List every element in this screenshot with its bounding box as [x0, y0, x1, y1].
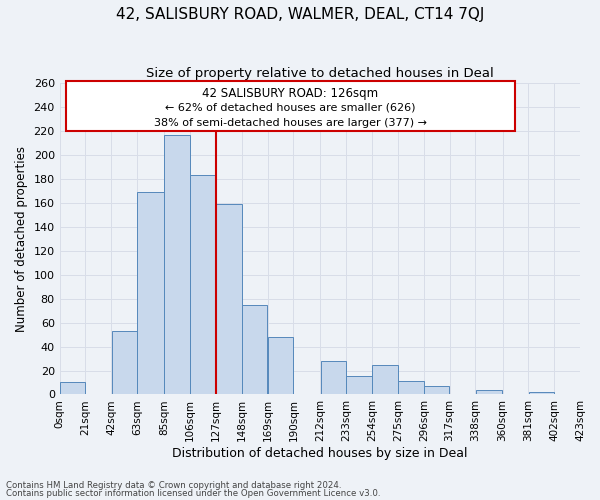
Text: 42, SALISBURY ROAD, WALMER, DEAL, CT14 7QJ: 42, SALISBURY ROAD, WALMER, DEAL, CT14 7…	[116, 8, 484, 22]
Bar	[60, 382, 85, 394]
Y-axis label: Number of detached properties: Number of detached properties	[15, 146, 28, 332]
Bar	[164, 134, 190, 394]
Bar	[242, 304, 268, 394]
Title: Size of property relative to detached houses in Deal: Size of property relative to detached ho…	[146, 68, 494, 80]
Bar	[112, 331, 137, 394]
Bar	[66, 80, 515, 131]
Text: ← 62% of detached houses are smaller (626): ← 62% of detached houses are smaller (62…	[165, 102, 416, 112]
X-axis label: Distribution of detached houses by size in Deal: Distribution of detached houses by size …	[172, 447, 467, 460]
Bar	[529, 392, 554, 394]
Bar	[268, 337, 293, 394]
Bar	[424, 386, 449, 394]
Bar	[346, 376, 372, 394]
Text: 42 SALISBURY ROAD: 126sqm: 42 SALISBURY ROAD: 126sqm	[202, 86, 379, 100]
Bar	[320, 361, 346, 394]
Bar	[372, 364, 398, 394]
Bar	[476, 390, 502, 394]
Bar	[137, 192, 164, 394]
Text: Contains public sector information licensed under the Open Government Licence v3: Contains public sector information licen…	[6, 488, 380, 498]
Text: Contains HM Land Registry data © Crown copyright and database right 2024.: Contains HM Land Registry data © Crown c…	[6, 481, 341, 490]
Bar	[190, 176, 216, 394]
Bar	[398, 382, 424, 394]
Text: 38% of semi-detached houses are larger (377) →: 38% of semi-detached houses are larger (…	[154, 118, 427, 128]
Bar	[216, 204, 242, 394]
